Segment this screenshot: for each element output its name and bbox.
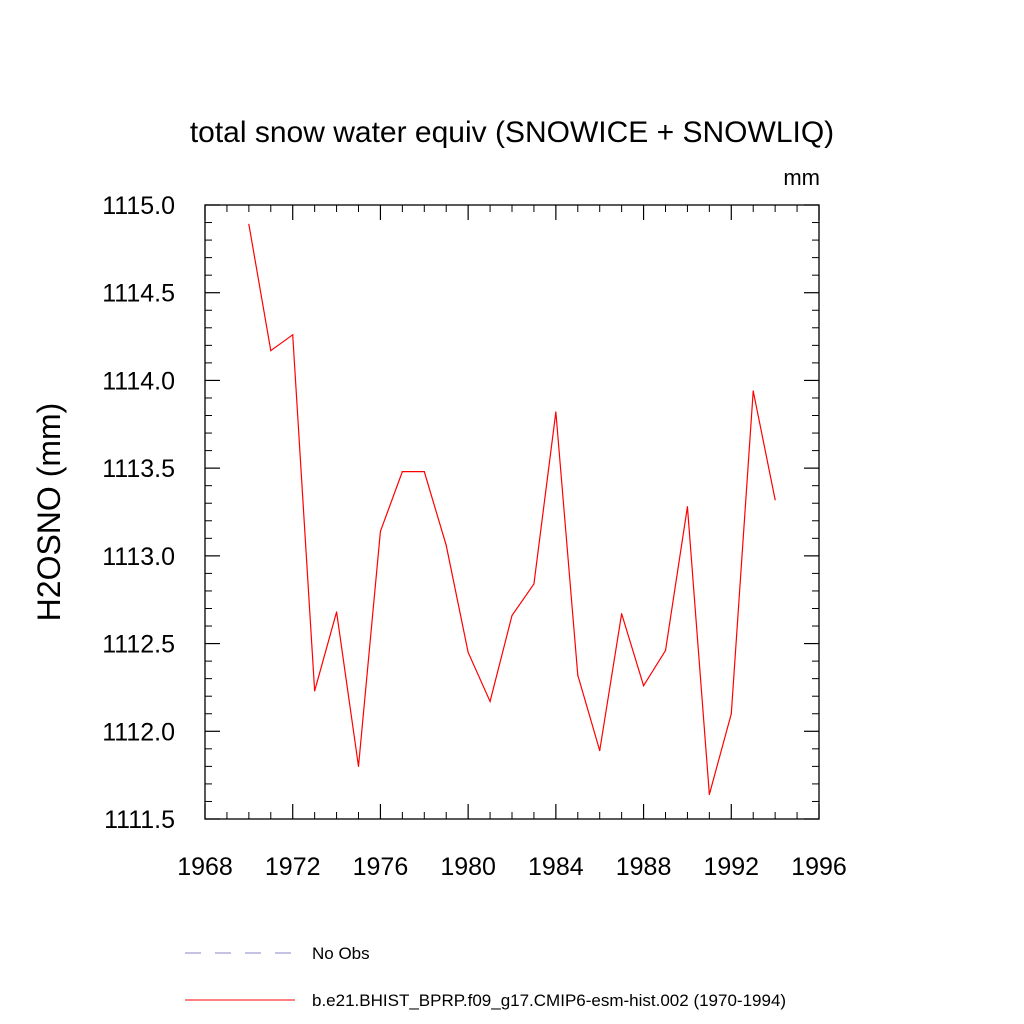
data-point	[357, 765, 360, 767]
legend-label-0: No Obs	[312, 944, 370, 963]
x-tick-label: 1984	[528, 853, 584, 881]
x-tick-label: 1980	[440, 853, 496, 881]
data-point	[511, 614, 513, 617]
chart-title: total snow water equiv (SNOWICE + SNOWLI…	[190, 116, 834, 149]
data-point	[270, 350, 272, 352]
y-tick-label: 1112.5	[102, 631, 175, 659]
tick-labels: 1968 1972 1976 1980 1984 1988 1992 1996 1111.5 11…	[102, 192, 847, 881]
legend-label-1: b.e21.BHIST_BPRP.f09_g17.CMIP6-esm-hist.…	[312, 991, 786, 1010]
data-point	[248, 223, 250, 225]
data-point	[642, 685, 645, 687]
x-tick-label: 1996	[791, 853, 847, 881]
data-point	[533, 583, 535, 585]
axis-ticks	[204, 204, 820, 820]
data-point	[730, 713, 732, 715]
x-tick-label: 1992	[703, 853, 759, 881]
x-tick-label: 1968	[177, 853, 233, 881]
x-tick-label: 1988	[616, 853, 672, 881]
data-point	[577, 674, 579, 676]
units-label: mm	[783, 165, 820, 190]
data-point	[664, 649, 667, 652]
x-tick-label: 1976	[353, 853, 409, 881]
y-tick-label: 1113.0	[102, 543, 175, 571]
data-point	[489, 700, 491, 703]
data-point	[599, 749, 601, 752]
data-point	[555, 411, 557, 413]
series-layer	[248, 223, 776, 796]
y-tick-label: 1114.0	[102, 367, 175, 395]
y-tick-label: 1113.5	[102, 455, 175, 483]
data-point	[686, 506, 689, 508]
data-point	[467, 651, 469, 653]
y-tick-label: 1111.5	[104, 806, 175, 834]
y-tick-label: 1114.5	[102, 280, 175, 308]
data-point	[292, 334, 294, 336]
y-axis-label: H2OSNO (mm)	[31, 403, 67, 622]
data-point	[708, 793, 710, 796]
data-point	[314, 690, 316, 692]
data-point	[445, 544, 447, 546]
data-point	[379, 530, 382, 532]
x-tick-label: 1972	[265, 853, 321, 881]
data-point	[752, 390, 754, 392]
y-tick-label: 1112.0	[102, 718, 175, 746]
plot-frame	[204, 204, 820, 820]
data-point	[401, 471, 403, 473]
data-point	[423, 471, 425, 473]
series-line-0	[248, 224, 776, 795]
data-point	[621, 613, 623, 615]
data-point	[774, 499, 776, 501]
data-point	[335, 611, 338, 613]
legend: No Obs b.e21.BHIST_BPRP.f09_g17.CMIP6-esm…	[185, 944, 786, 1010]
y-tick-label: 1115.0	[102, 192, 175, 220]
